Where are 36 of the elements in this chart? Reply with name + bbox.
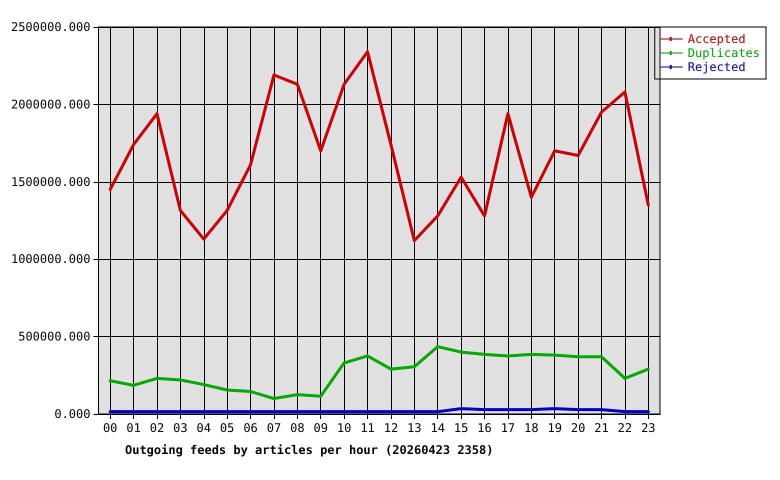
x-tick-label: 09 [314,421,328,435]
y-tick-label: 1000000.000 [10,252,90,266]
x-tick-label: 05 [220,421,234,435]
x-tick-label: 06 [243,421,258,435]
line-series [108,50,650,242]
x-tick-label: 15 [454,421,468,435]
x-tick-label: 08 [290,421,305,435]
x-tick-label: 01 [126,421,141,435]
y-tick-label: 2000000.000 [10,97,90,112]
x-tick-label: 18 [524,421,539,435]
y-tick-label: 0.000 [54,407,90,421]
x-tick-label: 23 [641,421,656,435]
x-tick-label: 13 [407,421,422,435]
line-series [108,345,650,400]
x-tick-label: 10 [336,421,352,435]
legend-label: Accepted [688,32,746,46]
y-tick-label: 500000.000 [18,330,90,344]
x-axis-title: Outgoing feeds by articles per hour (20260423 2358) [125,443,494,457]
x-tick-label: 02 [150,421,164,435]
y-tick-label: 1500000.000 [10,174,90,189]
x-tick-label: 21 [594,421,609,435]
x-tick-label: 19 [547,421,562,435]
x-tick-label: 22 [618,421,632,435]
x-tick-label: 04 [196,421,211,435]
x-tick-label: 20 [570,421,586,435]
x-tick-label: 14 [430,421,445,435]
x-tick-label: 03 [173,421,188,435]
y-tick-label: 2500000.000 [10,20,90,34]
x-tick-label: 17 [500,421,516,435]
x-tick-label: 16 [477,421,492,435]
legend-label: Rejected [688,60,746,74]
x-tick-label: 07 [266,421,282,435]
x-tick-label: 11 [360,421,375,435]
legend-label: Duplicates [688,46,760,60]
x-tick-label: 12 [384,421,398,435]
x-tick-label: 00 [102,421,118,435]
